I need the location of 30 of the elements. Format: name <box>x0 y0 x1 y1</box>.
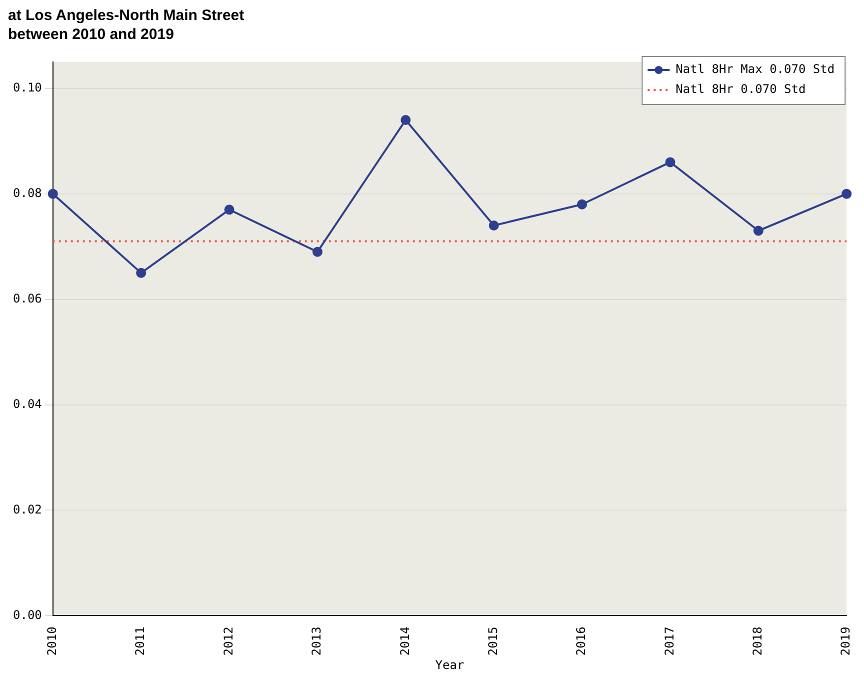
point <box>842 188 852 199</box>
x-tick-label: 2012 <box>221 626 236 656</box>
legend-label: Natl 8Hr 0.070 Std <box>676 82 806 96</box>
point <box>136 268 146 278</box>
point <box>665 157 676 168</box>
x-tick-label: 2017 <box>662 626 676 656</box>
point <box>753 226 764 236</box>
y-tick-label: 0.08 <box>12 186 42 200</box>
x-tick-label: 2010 <box>45 626 60 656</box>
legend-label: Natl 8Hr Max 0.070 Std <box>676 62 835 76</box>
x-tick-label: 2018 <box>750 626 765 656</box>
point <box>312 246 322 257</box>
y-tick-label: 0.10 <box>12 80 42 94</box>
point <box>577 199 588 210</box>
y-tick-label: 0.04 <box>12 396 42 411</box>
x-tick-label: 2011 <box>133 626 148 656</box>
point <box>488 220 499 230</box>
point <box>400 115 411 126</box>
x-tick-label: 2013 <box>310 626 324 656</box>
point <box>224 204 234 215</box>
y-tick-label: 0.02 <box>12 502 42 516</box>
chart-title: at Los Angeles-North Main Street between 2010 and 2019 <box>8 6 244 44</box>
x-axis-title: Year <box>435 658 464 672</box>
y-tick-label: 0.00 <box>12 608 42 622</box>
x-tick-label: 2019 <box>838 626 853 656</box>
y-tick-label: 0.06 <box>12 291 42 306</box>
x-tick-label: 2014 <box>398 626 412 656</box>
x-tick-label: 2016 <box>574 626 588 656</box>
x-tick-label: 2015 <box>486 626 500 656</box>
point <box>48 188 58 199</box>
